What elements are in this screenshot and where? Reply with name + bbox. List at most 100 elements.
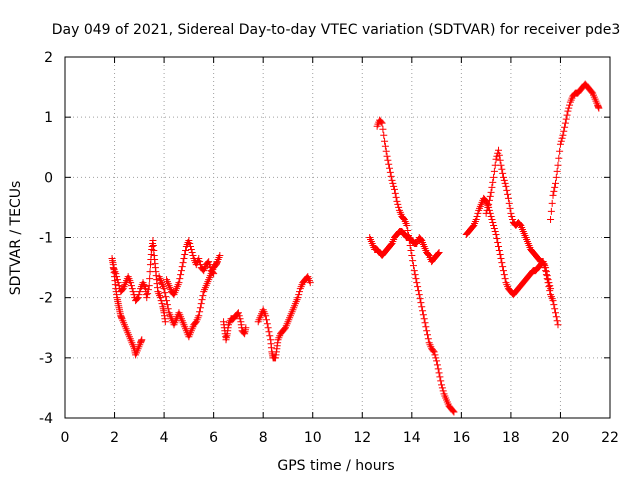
data-point [505, 199, 513, 207]
series-trace-j [482, 146, 555, 293]
x-axis-label: GPS time / hours [277, 458, 394, 474]
data-point [491, 227, 499, 235]
data-point [118, 286, 126, 294]
data-point [127, 282, 135, 290]
data-point [383, 152, 391, 160]
data-point [413, 279, 421, 287]
data-point [494, 239, 502, 247]
data-point [158, 300, 166, 308]
data-point [262, 316, 270, 324]
data-point [469, 222, 477, 230]
data-point [235, 312, 243, 320]
data-point [495, 146, 503, 154]
data-point [198, 296, 206, 304]
data-point [424, 335, 432, 343]
data-point [296, 288, 304, 296]
data-point [503, 186, 511, 194]
data-point [489, 218, 497, 226]
data-point [547, 285, 555, 293]
data-point [472, 215, 480, 223]
y-tick-label: 1 [44, 110, 53, 126]
data-point [434, 250, 442, 258]
data-point [408, 252, 416, 260]
x-tick-label: 18 [502, 430, 520, 446]
data-point [419, 311, 427, 319]
data-point [189, 252, 197, 260]
data-point [508, 212, 516, 220]
data-point [422, 323, 430, 331]
data-point [417, 236, 425, 244]
data-point [387, 172, 395, 180]
data-point [381, 142, 389, 150]
data-point [498, 165, 506, 173]
x-tick-label: 22 [601, 430, 619, 446]
data-point [405, 231, 413, 239]
data-point [410, 267, 418, 275]
data-point [502, 182, 510, 190]
data-point [433, 361, 441, 369]
data-point [554, 321, 562, 329]
data-point [191, 319, 199, 327]
data-point [435, 369, 443, 377]
y-tick-label: 2 [44, 50, 53, 66]
data-point [437, 377, 445, 385]
data-point [545, 279, 553, 287]
data-point [552, 173, 560, 181]
data-point [113, 276, 121, 284]
data-point [162, 293, 170, 301]
y-tick-labels: -4 -3 -2 -1 0 1 2 [39, 50, 53, 427]
data-point [409, 257, 417, 265]
data-point [414, 283, 422, 291]
data-point [196, 308, 204, 316]
data-point [418, 303, 426, 311]
data-point [449, 407, 457, 415]
data-point [134, 294, 142, 302]
data-point [295, 291, 303, 299]
data-point [197, 300, 205, 308]
data-point [434, 365, 442, 373]
data-point [564, 107, 572, 115]
data-point [499, 263, 507, 271]
data-point [416, 295, 424, 303]
data-point [378, 119, 386, 127]
data-point [554, 161, 562, 169]
data-point [391, 189, 399, 197]
data-point [499, 267, 507, 275]
data-point [552, 313, 560, 321]
x-tick-label: 2 [110, 430, 119, 446]
data-point [262, 312, 270, 320]
data-point [176, 275, 184, 283]
data-point [206, 261, 214, 269]
data-point [565, 104, 573, 112]
series-trace-a [108, 255, 146, 359]
data-point [135, 291, 143, 299]
data-point [490, 173, 498, 181]
data-point [415, 291, 423, 299]
data-point [552, 179, 559, 187]
data-point [377, 118, 385, 126]
data-point [195, 312, 203, 320]
data-point [306, 279, 314, 287]
data-point [388, 176, 396, 184]
data-point [488, 215, 496, 223]
data-point [144, 286, 152, 294]
data-point [490, 224, 498, 232]
data-point [499, 169, 507, 177]
data-point [553, 167, 561, 175]
data-point [389, 179, 397, 187]
data-point [421, 319, 429, 327]
data-point [436, 373, 444, 381]
data-point [495, 247, 503, 255]
data-point [404, 226, 412, 234]
data-point [473, 212, 481, 220]
data-point [265, 328, 273, 336]
data-point [555, 154, 563, 162]
data-point [394, 200, 402, 208]
data-point [547, 207, 555, 215]
data-point [544, 276, 552, 284]
x-tick-label: 10 [304, 430, 322, 446]
data-point [551, 183, 559, 191]
x-tick-label: 6 [209, 430, 218, 446]
data-point [234, 309, 242, 317]
